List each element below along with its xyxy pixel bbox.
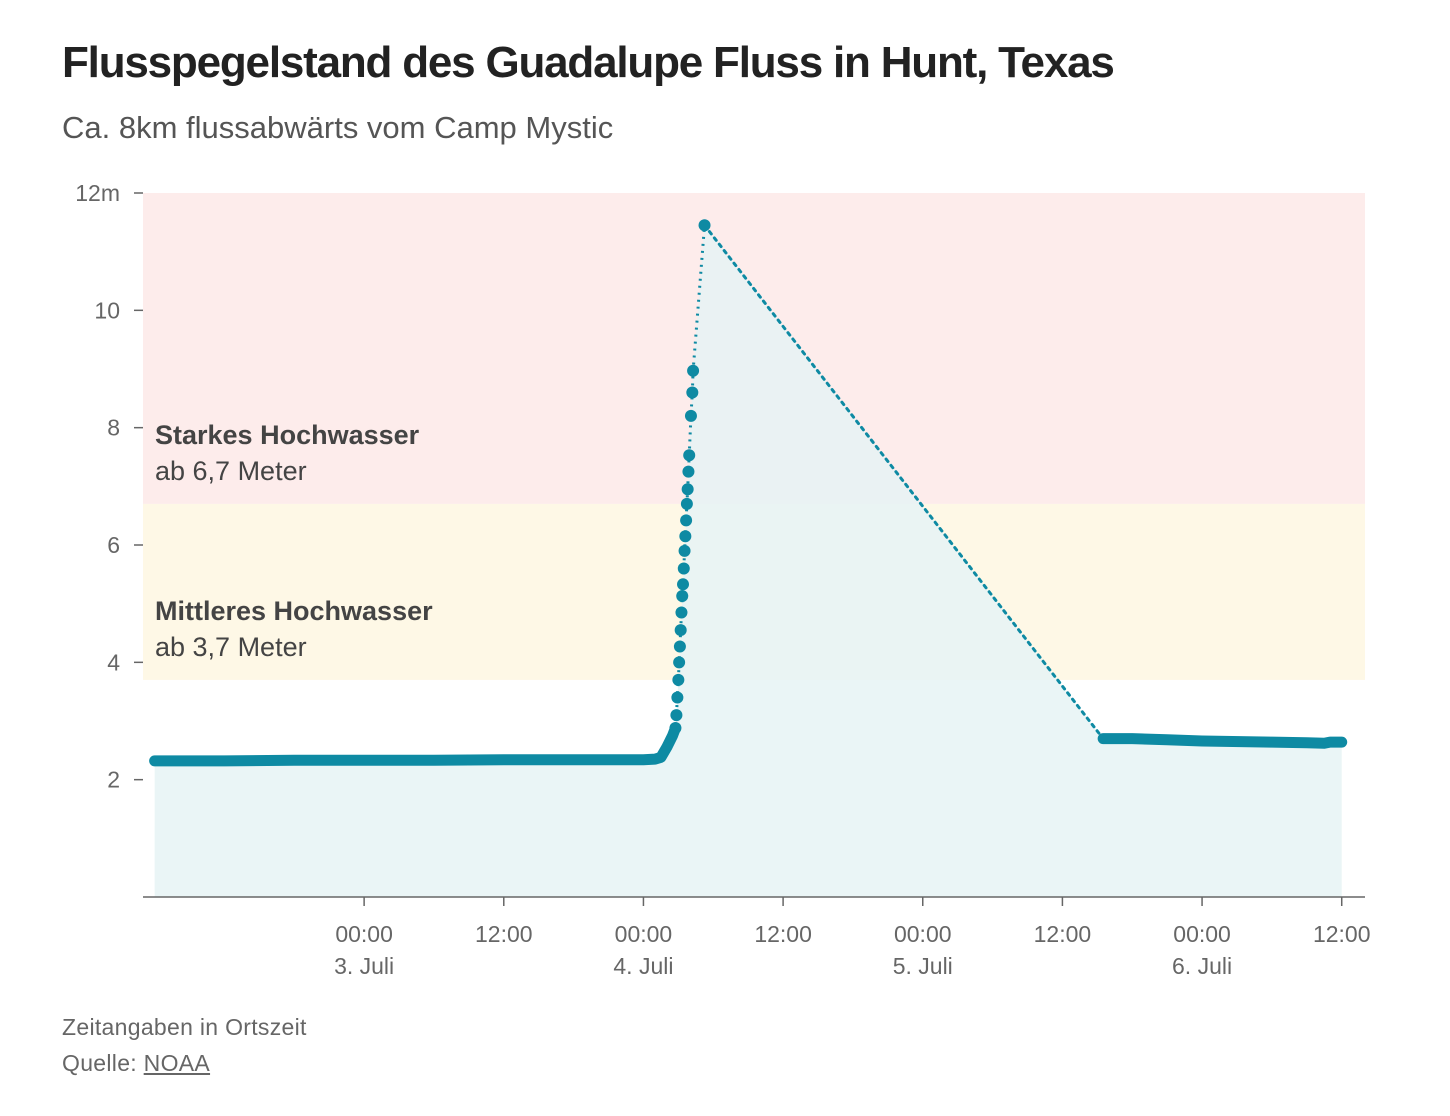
x-axis: 00:00 3. Juli 12:00 00:00 4. Juli 12:00 00:00 5… xyxy=(143,896,1371,979)
flood-zone-name: Mittleres Hochwasser xyxy=(155,596,433,626)
level-point xyxy=(672,673,685,686)
level-point xyxy=(674,624,687,637)
level-point xyxy=(673,656,686,669)
level-point xyxy=(680,514,693,527)
level-point xyxy=(683,449,696,462)
level-point xyxy=(679,530,692,543)
level-point xyxy=(677,578,690,591)
y-axis: 2 4 6 8 10 12m xyxy=(75,180,143,793)
level-point xyxy=(687,364,700,377)
level-point xyxy=(676,590,689,603)
level-point xyxy=(678,544,691,557)
level-line-continuous xyxy=(149,722,681,767)
x-tick-time: 00:00 xyxy=(894,921,952,947)
y-tick-label: 2 xyxy=(107,767,120,793)
level-point xyxy=(675,606,688,619)
level-point xyxy=(681,483,694,496)
x-tick-date: 5. Juli xyxy=(893,953,953,979)
level-point xyxy=(673,640,686,653)
level-point xyxy=(671,691,684,704)
level-point xyxy=(684,409,697,422)
x-tick-time: 00:00 xyxy=(1173,921,1231,947)
level-point xyxy=(670,709,683,722)
level-point xyxy=(682,465,695,478)
x-tick-time: 12:00 xyxy=(1034,921,1092,947)
flood-zone-name: Starkes Hochwasser xyxy=(155,420,420,450)
level-point xyxy=(680,497,693,510)
footer-note: Zeitangaben in Ortszeit xyxy=(62,1014,307,1040)
chart-subtitle: Ca. 8km flussabwärts vom Camp Mystic xyxy=(62,110,614,145)
x-tick-time: 12:00 xyxy=(1313,921,1371,947)
chart-title: Flusspegelstand des Guadalupe Fluss in H… xyxy=(62,38,1115,87)
x-tick-time: 00:00 xyxy=(615,921,673,947)
level-line-gap xyxy=(703,223,1105,741)
y-tick-label: 6 xyxy=(107,532,120,558)
x-tick-time: 12:00 xyxy=(754,921,812,947)
level-area-fill xyxy=(154,225,1342,897)
level-area xyxy=(154,225,1342,897)
x-tick-date: 3. Juli xyxy=(334,953,394,979)
level-point xyxy=(686,386,699,399)
level-series xyxy=(149,219,1348,767)
flood-zone-threshold: ab 3,7 Meter xyxy=(155,632,307,662)
y-tick-label: 4 xyxy=(107,649,120,675)
level-point xyxy=(669,722,682,735)
level-point xyxy=(677,562,690,575)
y-tick-label: 12m xyxy=(75,180,120,206)
x-tick-date: 4. Juli xyxy=(613,953,673,979)
x-tick-time: 00:00 xyxy=(335,921,393,947)
level-line-sampled xyxy=(673,225,707,729)
y-tick-label: 8 xyxy=(107,415,120,441)
flood-zone-threshold: ab 6,7 Meter xyxy=(155,456,307,486)
x-tick-time: 12:00 xyxy=(475,921,533,947)
source-link[interactable]: NOAA xyxy=(143,1050,211,1076)
level-line-continuous xyxy=(1097,733,1348,749)
x-tick-date: 6. Juli xyxy=(1172,953,1232,979)
source-label: Quelle: xyxy=(62,1050,144,1076)
flood-zone-labels: Starkes Hochwasser ab 6,7 Meter Mittleres … xyxy=(155,420,433,662)
y-tick-label: 10 xyxy=(94,297,120,323)
footer-source: Quelle: NOAA xyxy=(62,1050,210,1077)
